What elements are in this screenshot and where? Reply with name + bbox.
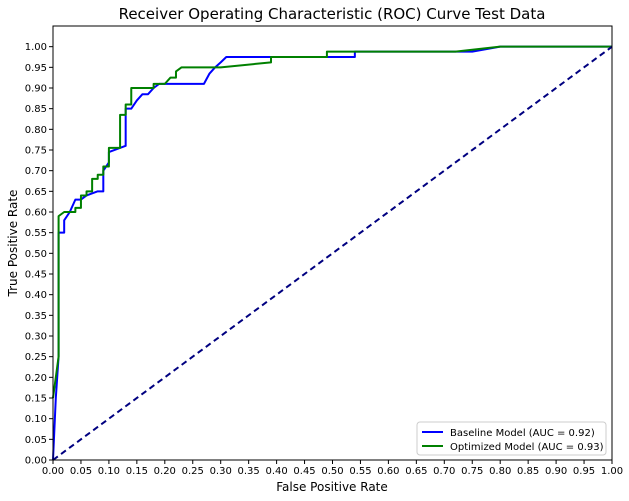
y-tick-label: 0.70 xyxy=(25,166,47,177)
baseline-curve-line xyxy=(52,45,612,461)
x-tick-label: 0.75 xyxy=(461,466,483,477)
y-tick-label: 0.15 xyxy=(25,394,47,405)
legend: Baseline Model (AUC = 0.92) Optimized Mo… xyxy=(416,421,607,456)
plot-frame xyxy=(52,25,613,461)
y-tick-label: 1.00 xyxy=(25,42,47,53)
x-tick-label: 0.10 xyxy=(98,466,120,477)
y-tick-label: 0.40 xyxy=(25,290,47,301)
y-tick-label: 0.45 xyxy=(25,270,47,281)
y-tick-label: 0.75 xyxy=(25,146,47,157)
y-tick-label: 0.35 xyxy=(25,311,47,322)
x-axis-title: False Positive Rate xyxy=(276,480,388,494)
x-tick-label: 0.00 xyxy=(42,466,64,477)
legend-label-optimized: Optimized Model (AUC = 0.93) xyxy=(450,442,604,453)
y-axis-title: True Positive Rate xyxy=(6,190,20,298)
x-tick-label: 1.00 xyxy=(601,466,623,477)
y-tick-label: 0.25 xyxy=(25,352,47,363)
x-tick-label: 0.60 xyxy=(377,466,399,477)
y-tick-label: 0.95 xyxy=(25,63,47,74)
x-tick-label: 0.15 xyxy=(126,466,148,477)
chart-title: Receiver Operating Characteristic (ROC) … xyxy=(119,5,546,23)
y-tick-label: 0.65 xyxy=(25,187,47,198)
x-tick-label: 0.65 xyxy=(405,466,427,477)
legend-box xyxy=(416,421,607,456)
x-tick-label: 0.55 xyxy=(349,466,371,477)
x-tick-label: 0.45 xyxy=(293,466,315,477)
y-tick-label: 0.30 xyxy=(25,332,47,343)
y-tick-label: 0.60 xyxy=(25,208,47,219)
x-tick-label: 0.70 xyxy=(433,466,455,477)
y-tick-label: 0.00 xyxy=(25,456,47,467)
x-tick-label: 0.50 xyxy=(321,466,343,477)
y-tick-label: 0.80 xyxy=(25,125,47,136)
x-tick-label: 0.20 xyxy=(154,466,176,477)
x-tick-label: 0.35 xyxy=(238,466,260,477)
y-tick-label: 0.85 xyxy=(25,104,47,115)
y-tick-label: 0.50 xyxy=(25,249,47,260)
legend-label-baseline: Baseline Model (AUC = 0.92) xyxy=(450,428,595,439)
chance-diagonal-line xyxy=(52,45,613,461)
optimized-curve-line xyxy=(52,45,612,399)
x-tick-label: 0.30 xyxy=(210,466,232,477)
y-tick-label: 0.20 xyxy=(25,373,47,384)
y-tick-label: 0.10 xyxy=(25,414,47,425)
axis-ticks: 0.00 0.05 0.10 0.15 0.20 0.25 0.30 0.35 0.40 0.45… xyxy=(25,42,623,477)
x-tick-label: 0.05 xyxy=(70,466,92,477)
y-tick-label: 0.90 xyxy=(25,84,47,95)
x-tick-label: 0.40 xyxy=(265,466,287,477)
x-tick-label: 0.95 xyxy=(573,466,595,477)
y-tick-label: 0.55 xyxy=(25,228,47,239)
x-tick-label: 0.85 xyxy=(517,466,539,477)
x-tick-label: 0.25 xyxy=(182,466,204,477)
x-tick-label: 0.80 xyxy=(489,466,511,477)
y-tick-label: 0.05 xyxy=(25,435,47,446)
plot-area xyxy=(52,45,613,461)
x-tick-label: 0.90 xyxy=(545,466,567,477)
